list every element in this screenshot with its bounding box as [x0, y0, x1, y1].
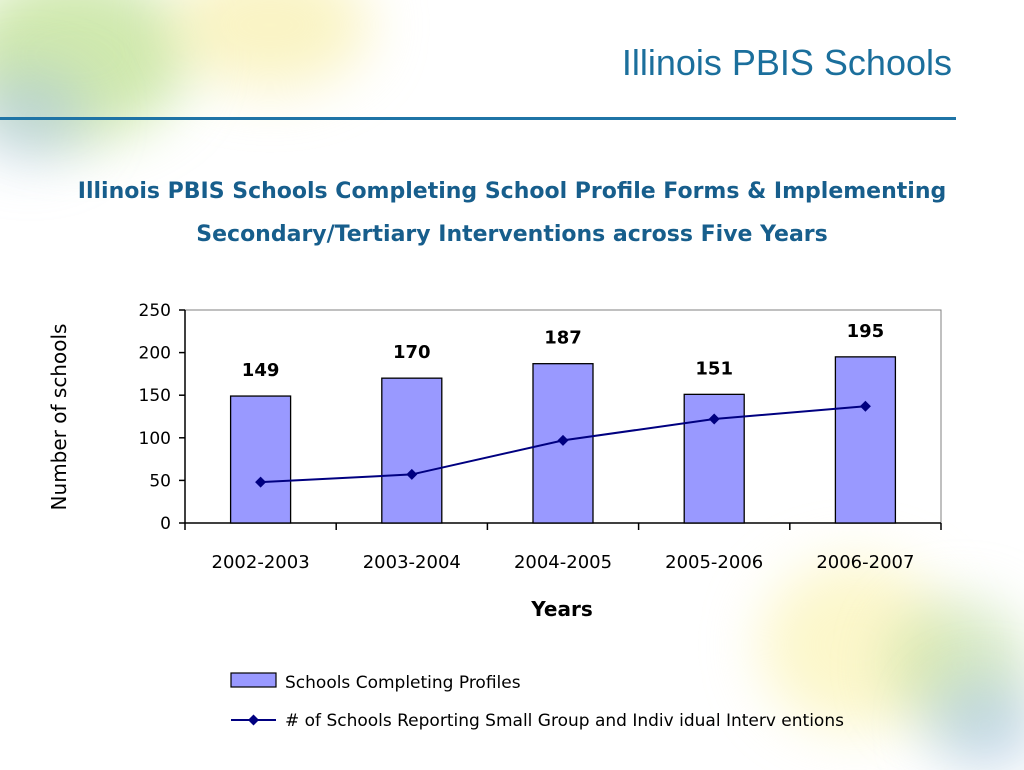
bar: [834, 356, 897, 524]
chart-title: Illinois PBIS Schools Completing School …: [0, 170, 1024, 256]
title-divider: [0, 117, 956, 120]
chart-title-line-2: Secondary/Tertiary Interventions across …: [196, 222, 828, 247]
legend-bar-swatch: [230, 672, 277, 688]
bar-data-label: 187: [544, 328, 582, 349]
bar: [229, 395, 292, 524]
slide-title: Illinois PBIS Schools: [621, 42, 952, 83]
y-axis-title: Number of schools: [47, 324, 71, 511]
x-tick-label: 2006-2007: [816, 552, 914, 573]
y-tick-label: 150: [139, 386, 171, 406]
line-point-marker: [406, 468, 418, 480]
y-tick-label: 200: [139, 344, 171, 364]
x-tick-label: 2003-2004: [363, 552, 461, 573]
bar-data-label: 170: [393, 342, 431, 363]
legend-line-label: # of Schools Reporting Small Group and I…: [285, 711, 844, 731]
line-point-marker: [557, 434, 569, 446]
bar-data-label: 195: [847, 321, 885, 342]
x-tick-label: 2005-2006: [665, 552, 763, 573]
legend-bar-label: Schools Completing Profiles: [285, 673, 521, 693]
x-tick-label: 2004-2005: [514, 552, 612, 573]
x-tick-label: 2002-2003: [212, 552, 310, 573]
background-decoration-blue-right: [930, 680, 1024, 770]
y-tick-label: 0: [160, 514, 171, 534]
y-tick-label: 50: [149, 471, 171, 491]
bar-data-label: 151: [695, 358, 733, 379]
y-tick-label: 100: [139, 429, 171, 449]
bar: [381, 377, 443, 524]
bar: [532, 363, 594, 524]
line-point-marker: [859, 400, 871, 412]
bar-data-label: 149: [242, 360, 280, 381]
line-point-marker: [708, 413, 720, 425]
y-tick-label: 250: [139, 301, 171, 321]
chart-title-line-1: Illinois PBIS Schools Completing School …: [77, 179, 947, 204]
x-axis-title: Years: [530, 597, 592, 621]
legend-line-marker: [248, 714, 259, 726]
line-point-marker: [255, 476, 267, 488]
